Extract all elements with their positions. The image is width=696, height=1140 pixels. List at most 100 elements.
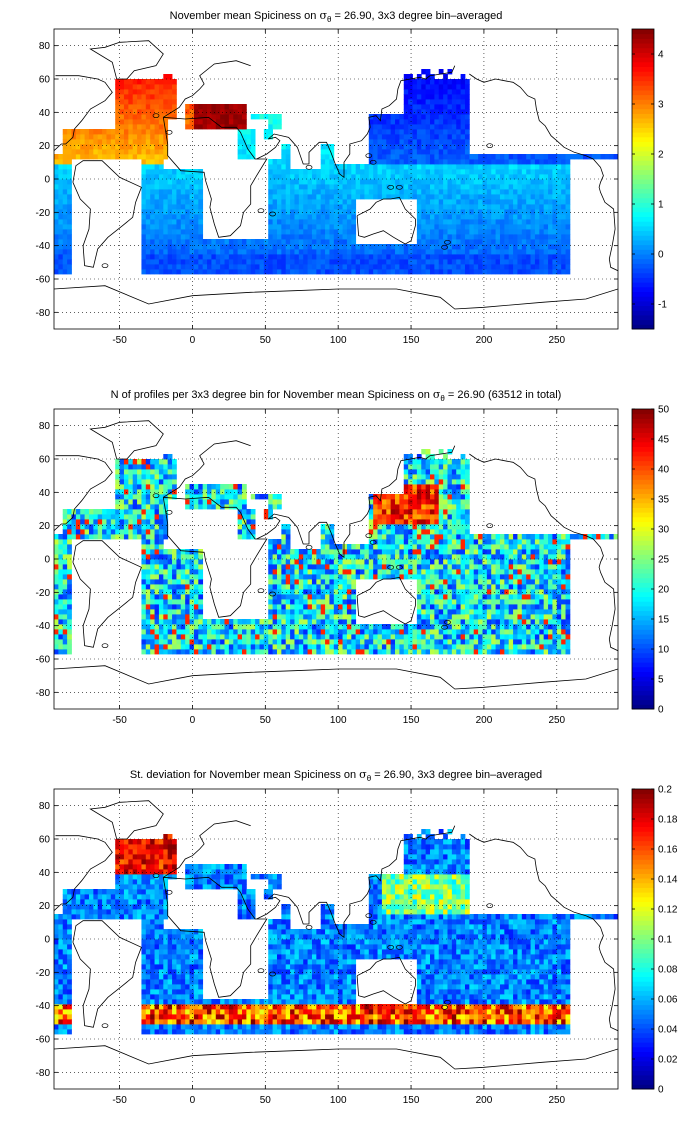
coastline-8 [54,665,618,690]
colorbar-step [632,516,654,522]
colorbar-tick-label: 0.04 [658,1025,678,1036]
colorbar-step [632,671,654,677]
island-8 [396,564,403,570]
colorbar-step [632,47,654,53]
colorbar-step [632,990,654,996]
x-tick-label: 0 [190,335,196,346]
colorbar-step [632,249,654,255]
colorbar-step [632,948,654,954]
colorbar-step [632,690,654,696]
island-6 [369,159,377,165]
colorbar-step [632,615,654,621]
colorbar-step [632,1004,654,1010]
colorbar-tick-label: 0.14 [658,875,678,886]
colorbar-tick-label: 0.18 [658,815,678,826]
island-3 [257,208,265,214]
colorbar-step [632,446,654,452]
colorbar-step [632,962,654,968]
colorbar-step [632,1074,654,1081]
colorbar-step [632,1009,654,1015]
colorbar-step [632,164,654,171]
colorbar-tick-label: 0 [658,705,664,716]
colorbar-step [632,179,654,185]
colorbar-step [632,929,654,935]
colorbar-tick-label: 25 [658,555,670,566]
colorbar-step [632,61,654,67]
map-panel-std: St. deviation for November mean Spicines… [36,768,678,1106]
data-cells [54,789,618,1089]
colorbar-step [632,239,654,246]
x-tick-label: -50 [112,715,127,726]
colorbar-step [632,995,654,1001]
colorbar-step [632,535,654,541]
colorbar-tick-label: 40 [658,465,670,476]
colorbar-step [632,118,654,124]
coastline-1 [72,920,142,1028]
colorbar-step [632,526,654,532]
colorbar-tick-label: 0.08 [658,965,678,976]
coastline-5 [256,65,456,179]
colorbar-step [632,132,654,138]
colorbar-step [632,943,654,949]
y-tick-label: 60 [39,455,51,466]
coastline-4 [163,820,251,878]
colorbar-tick-label: 0.1 [658,935,672,946]
x-tick-label: 250 [548,335,565,346]
colorbar-step [632,807,654,813]
colorbar-step [632,507,654,513]
colorbar-step [632,29,654,35]
coastline-7 [469,833,618,1032]
coastline-7 [469,453,618,652]
x-tick-label: 100 [330,1095,347,1106]
colorbar-step [632,554,654,560]
colorbar-step [632,563,654,569]
island-8 [396,184,403,190]
colorbar-step [632,798,654,804]
y-tick-label: 80 [39,421,51,432]
colorbar-step [632,136,654,142]
colorbar-tick-label: 0 [658,250,664,261]
panel-title: November mean Spiciness on σθ = 26.90, 3… [170,9,503,24]
colorbar-step [632,193,654,199]
colorbar-step [632,1046,654,1052]
island-0 [152,493,160,499]
colorbar-step [632,469,654,476]
colorbar-step [632,591,654,597]
coastline-5 [256,825,456,939]
colorbar-step [632,662,654,668]
colorbar-step [632,263,654,269]
colorbar-step [632,188,654,194]
colorbar-step [632,835,654,842]
colorbar-step [632,493,654,499]
colorbar-step [632,104,654,110]
panel-title: St. deviation for November mean Spicines… [130,768,542,783]
island-7 [387,184,395,190]
coastline-6 [89,800,164,840]
colorbar-step [632,559,654,565]
colorbar-step [632,33,654,39]
colorbar-tick-label: 20 [658,585,670,596]
colorbar-tick-label: -1 [658,300,667,311]
colorbar-step [632,657,654,663]
colorbar-step [632,427,654,433]
colorbar-step [632,868,654,874]
colorbar-step [632,826,654,832]
x-tick-label: 250 [548,1095,565,1106]
colorbar-tick-label: 0.2 [658,785,672,796]
colorbar-step [632,610,654,616]
colorbar-step [632,498,654,504]
colorbar-step [632,999,654,1006]
colorbar-step [632,230,654,236]
island-3 [257,588,265,594]
coastline-2 [356,956,416,1005]
colorbar-step [632,985,654,992]
colorbar-step [632,89,654,96]
colorbar-step [632,699,654,705]
colorbar-step [632,971,654,977]
island-10 [444,239,451,245]
colorbar-step [632,676,654,682]
y-tick-label: -80 [36,308,51,319]
colorbar-step [632,221,654,227]
coastline-8 [54,1045,618,1070]
island-10 [444,999,451,1005]
